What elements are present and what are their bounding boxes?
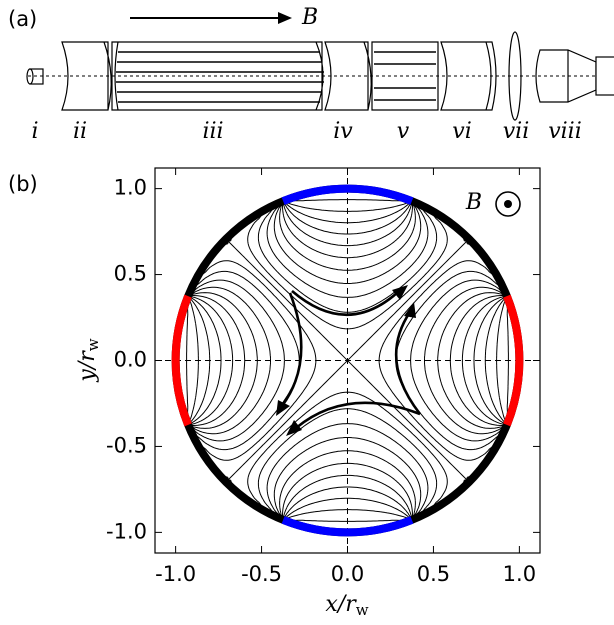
component-label: viii	[548, 119, 582, 144]
component-viii-detector	[595, 56, 614, 96]
component-label: iii	[202, 119, 223, 144]
flow-arrow	[291, 290, 399, 317]
electrode	[503, 294, 524, 427]
field-label: B	[465, 190, 482, 215]
x-tick-label: 0.0	[331, 562, 364, 586]
field-line	[175, 287, 520, 434]
flow-arrow	[280, 292, 303, 407]
field-arrowhead	[278, 12, 292, 24]
x-axis-label-sub: w	[356, 601, 369, 619]
y-tick-label: 0.5	[114, 262, 147, 286]
field-line	[275, 188, 420, 533]
y-tick-label: 0.0	[114, 348, 147, 372]
component-iii-rods	[116, 51, 324, 103]
arrowhead	[286, 420, 302, 436]
x-tick-label: -0.5	[241, 562, 282, 586]
arrowhead	[404, 302, 416, 318]
component-label: iv	[333, 119, 353, 144]
electrode	[281, 184, 414, 205]
arrowhead	[276, 400, 290, 416]
component-label: i	[31, 119, 38, 144]
field-line	[274, 188, 421, 533]
panel-label: (b)	[8, 172, 38, 196]
component-v	[371, 41, 439, 111]
x-axis-label-main: x/r	[325, 592, 357, 617]
plot: -1.0 -0.5 0.0 0.5 1.0 -1.0 -0.5 0.0 0.5 1.0	[106, 167, 541, 586]
y-axis-label-sub: w	[84, 338, 102, 351]
field-line	[175, 279, 520, 442]
field-line	[274, 188, 421, 533]
field-line	[266, 188, 429, 533]
arrowhead	[392, 285, 408, 300]
component-labels: i ii iii iv v vi vii viii	[31, 119, 581, 144]
y-tick-label: -1.0	[106, 519, 147, 543]
panel-a: (a) B i ii iii iv v vi vii viii	[8, 5, 614, 144]
y-axis-label: y/rw	[75, 338, 102, 382]
component-label: vii	[503, 119, 530, 144]
component-ii	[61, 41, 112, 111]
y-tick-label: -0.5	[106, 433, 147, 457]
flow-arrow	[394, 311, 422, 415]
field-line	[273, 188, 422, 533]
electrode	[281, 516, 414, 537]
component-label: vi	[452, 119, 471, 144]
x-tick-label: 0.5	[417, 562, 450, 586]
field-symbol: B	[465, 190, 521, 217]
component-label: v	[397, 119, 410, 144]
x-tick-label: -1.0	[155, 562, 196, 586]
component-label: ii	[73, 119, 87, 144]
component-v-rods	[374, 51, 436, 101]
x-axis-label: x/rw	[325, 592, 368, 619]
field-label: B	[301, 5, 318, 30]
y-tick-label: 1.0	[114, 176, 147, 200]
y-axis-label-main: y/r	[75, 350, 100, 383]
flow-arrows	[276, 285, 422, 436]
out-of-page-dot	[504, 200, 512, 208]
field-line	[175, 287, 520, 434]
panel-label: (a)	[8, 7, 37, 31]
flow-arrow	[295, 401, 421, 430]
electrode	[171, 294, 192, 427]
field-line	[257, 188, 438, 533]
field-line	[175, 188, 520, 533]
apparatus	[26, 31, 614, 121]
x-tick-label: 1.0	[503, 562, 536, 586]
